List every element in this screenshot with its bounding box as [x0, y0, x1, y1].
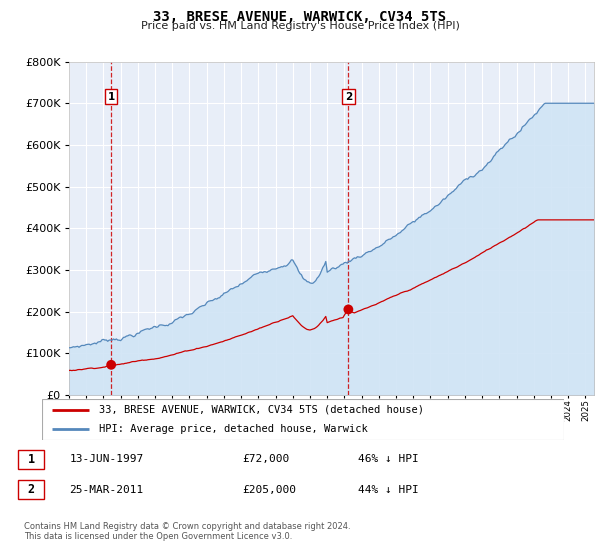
Text: 1: 1 — [28, 453, 35, 466]
Text: 13-JUN-1997: 13-JUN-1997 — [70, 454, 144, 464]
Text: Price paid vs. HM Land Registry's House Price Index (HPI): Price paid vs. HM Land Registry's House … — [140, 21, 460, 31]
Text: HPI: Average price, detached house, Warwick: HPI: Average price, detached house, Warw… — [100, 423, 368, 433]
Bar — [18, 450, 44, 469]
Bar — [18, 480, 44, 500]
Text: 1: 1 — [107, 92, 115, 101]
Text: 33, BRESE AVENUE, WARWICK, CV34 5TS: 33, BRESE AVENUE, WARWICK, CV34 5TS — [154, 10, 446, 24]
Text: £205,000: £205,000 — [242, 485, 296, 495]
Text: 46% ↓ HPI: 46% ↓ HPI — [358, 454, 418, 464]
Text: 33, BRESE AVENUE, WARWICK, CV34 5TS (detached house): 33, BRESE AVENUE, WARWICK, CV34 5TS (det… — [100, 405, 424, 415]
Text: Contains HM Land Registry data © Crown copyright and database right 2024.
This d: Contains HM Land Registry data © Crown c… — [24, 522, 350, 542]
Text: 2: 2 — [345, 92, 352, 101]
Text: 25-MAR-2011: 25-MAR-2011 — [70, 485, 144, 495]
Text: 2: 2 — [28, 483, 35, 496]
Text: 44% ↓ HPI: 44% ↓ HPI — [358, 485, 418, 495]
Point — [106, 360, 116, 369]
Text: £72,000: £72,000 — [242, 454, 290, 464]
Point — [344, 305, 353, 314]
